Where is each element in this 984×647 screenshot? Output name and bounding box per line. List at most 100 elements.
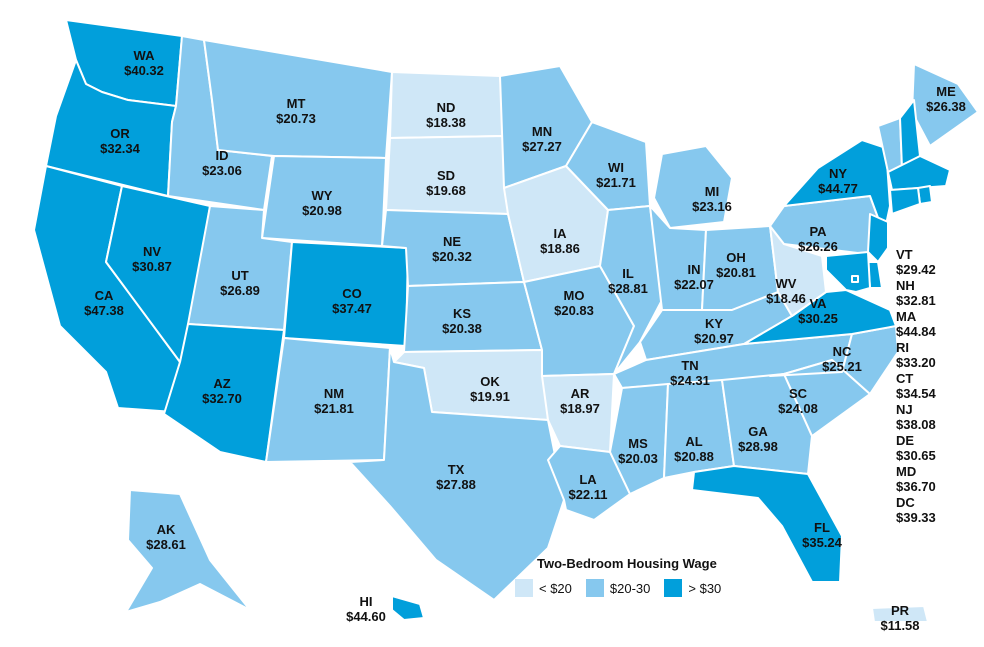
side-wage-vt: $29.42 [896,262,936,277]
side-wage-ri: $33.20 [896,355,936,370]
state-label-ms: MS [628,436,648,451]
state-label-ar: AR [571,386,590,401]
side-label-nj: NJ [896,402,913,417]
side-wage-de: $30.65 [896,448,936,463]
legend-label-high: > $30 [688,580,722,596]
state-wage-ca: $47.38 [84,303,124,318]
state-wage-co: $37.47 [332,301,372,316]
state-label-wa: WA [134,48,156,63]
state-wage-fl: $35.24 [802,535,843,550]
side-wage-ma: $44.84 [896,324,937,339]
state-wage-sc: $24.08 [778,401,818,416]
state-label-nc: NC [833,344,852,359]
legend-swatch-high [664,579,683,597]
state-wage-nc: $25.21 [822,359,862,374]
state-label-va: VA [809,296,827,311]
legend-item-high: > $30 [664,579,721,597]
state-label-az: AZ [213,376,230,391]
state-label-mi: MI [705,184,719,199]
state-label-wi: WI [608,160,624,175]
state-label-nd: ND [437,100,456,115]
state-wage-al: $20.88 [674,449,714,464]
state-label-id: ID [216,148,229,163]
state-label-ok: OK [480,374,500,389]
state-wage-ia: $18.86 [540,241,580,256]
state-wage-ar: $18.97 [560,401,600,416]
state-wage-tx: $27.88 [436,477,476,492]
state-va [743,289,897,345]
state-wage-mt: $20.73 [276,111,316,126]
state-label-pr: PR [891,603,910,618]
state-label-in: IN [688,262,701,277]
legend-item-low: < $20 [515,579,572,597]
state-wage-ok: $19.91 [470,389,510,404]
state-wage-wi: $21.71 [596,175,636,190]
state-wage-ks: $20.38 [442,321,482,336]
state-label-co: CO [342,286,362,301]
side-label-dc: DC [896,495,915,510]
state-wage-ga: $28.98 [738,439,778,454]
state-wage-nd: $18.38 [426,115,466,130]
state-label-ne: NE [443,234,461,249]
state-label-ca: CA [95,288,114,303]
state-label-hi: HI [360,594,373,609]
state-wage-wv: $18.46 [766,291,806,306]
state-ma [887,155,951,191]
state-label-ut: UT [231,268,248,283]
state-nj [867,213,889,263]
side-label-ri: RI [896,340,909,355]
state-md [825,251,871,293]
legend-title: Two-Bedroom Housing Wage [537,556,717,571]
state-wage-id: $23.06 [202,163,242,178]
state-label-ga: GA [748,424,768,439]
state-labels: WA$40.32 OR$32.34 CA$47.38 NV$30.87 ID$23.06… [84,48,966,633]
state-label-nv: NV [143,244,161,259]
legend: Two-Bedroom Housing Wage < $20 $20-30 > … [515,556,785,597]
side-wage-ct: $34.54 [896,386,937,401]
state-wage-hi: $44.60 [346,609,386,624]
state-label-tx: TX [448,462,465,477]
side-wage-nh: $32.81 [896,293,936,308]
state-wage-ne: $20.32 [432,249,472,264]
state-wage-nm: $21.81 [314,401,354,416]
state-wage-mi: $23.16 [692,199,732,214]
legend-label-mid: $20-30 [609,580,651,596]
state-label-sd: SD [437,168,455,183]
state-wage-wa: $40.32 [124,63,164,78]
state-wi [565,121,651,211]
side-label-de: DE [896,433,914,448]
state-wage-mo: $20.83 [554,303,594,318]
legend-swatch-low [515,579,533,597]
state-wage-il: $28.81 [608,281,648,296]
legend-item-mid: $20-30 [585,579,651,597]
state-label-pa: PA [809,224,827,239]
state-label-ks: KS [453,306,471,321]
state-wage-or: $32.34 [100,141,141,156]
state-label-ia: IA [554,226,568,241]
side-wage-md: $36.70 [896,479,936,494]
side-label-ct: CT [896,371,913,386]
state-wage-az: $32.70 [202,391,242,406]
state-wage-pa: $26.26 [798,239,838,254]
state-wage-ak: $28.61 [146,537,186,552]
side-label-md: MD [896,464,916,479]
state-wage-mn: $27.27 [522,139,562,154]
state-fl [691,465,843,583]
state-ak [125,489,251,613]
state-label-me: ME [936,84,956,99]
state-wage-nv: $30.87 [132,259,172,274]
state-label-fl: FL [814,520,830,535]
state-ny [783,139,891,235]
state-tx [349,347,565,601]
state-label-mt: MT [287,96,306,111]
state-wage-la: $22.11 [568,487,607,502]
state-wage-ny: $44.77 [818,181,858,196]
state-wage-in: $22.07 [674,277,714,292]
state-label-mo: MO [564,288,585,303]
state-label-or: OR [110,126,130,141]
state-label-oh: OH [726,250,746,265]
state-az [163,323,285,463]
state-label-ny: NY [829,166,847,181]
state-wage-tn: $24.31 [670,373,710,388]
